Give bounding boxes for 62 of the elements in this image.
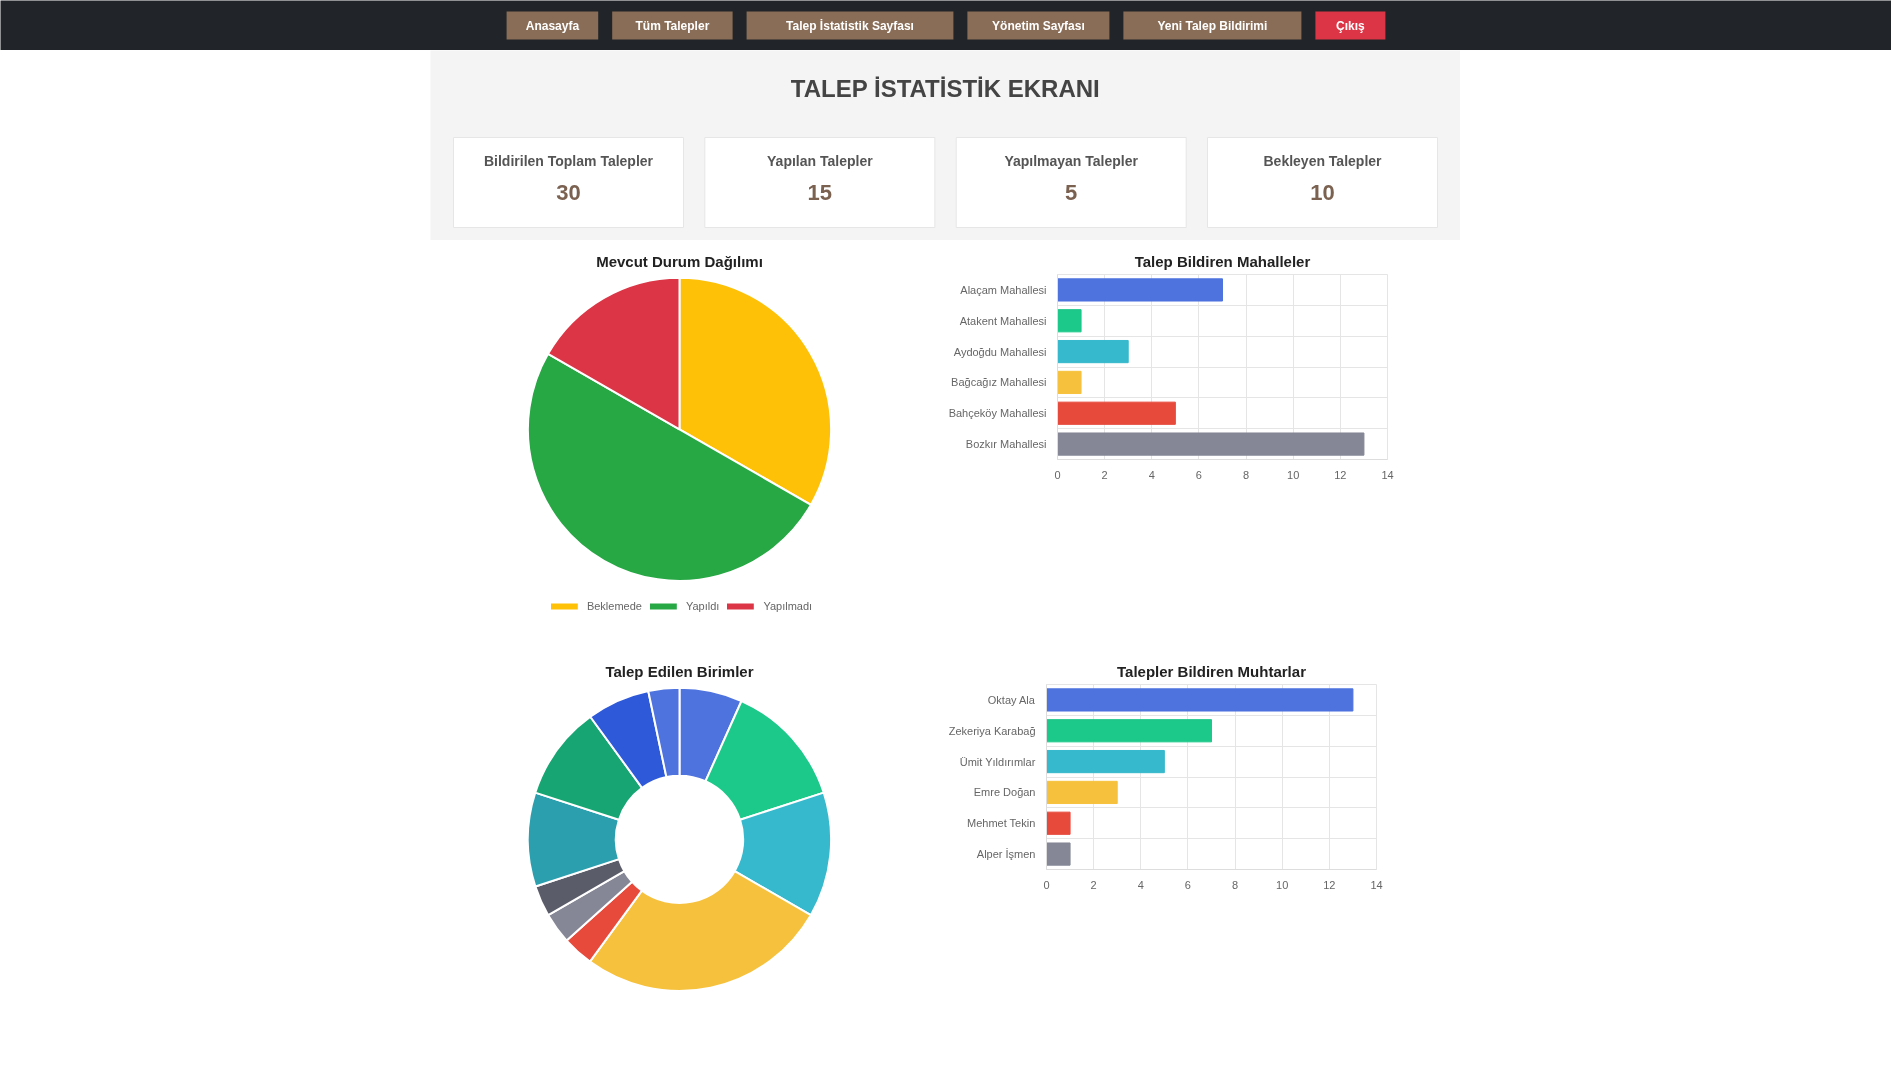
x-tick-label: 6 — [1184, 878, 1191, 891]
y-tick-label: Oktay Ala — [987, 693, 1036, 706]
category-label: Yapılan Talepler — [767, 152, 874, 169]
x-tick-label: 12 — [1334, 468, 1347, 481]
chart-title: Talep Edilen Birimler — [605, 662, 754, 680]
legend-label: Yapılmadı — [763, 600, 813, 612]
bar — [1046, 688, 1354, 712]
data-label: 30 — [556, 180, 581, 205]
x-tick-label: 6 — [1195, 468, 1202, 481]
x-tick-label: 14 — [1370, 878, 1383, 891]
legend-label: Beklemede — [586, 600, 642, 612]
x-tick-label: 4 — [1137, 878, 1144, 891]
x-tick-label: 8 — [1232, 878, 1239, 891]
chart-title: Talepler Bildiren Muhtarlar — [1117, 662, 1307, 680]
category-label: Çıkış — [1336, 18, 1366, 33]
bar — [1057, 309, 1082, 333]
category-label: Yeni Talep Bildirimi — [1157, 18, 1268, 33]
category-label: Yapılmayan Talepler — [1004, 152, 1139, 169]
bar — [1046, 719, 1212, 743]
legend-label: Yapıldı — [685, 600, 720, 612]
y-tick-label: Aydoğdu Mahallesi — [953, 345, 1047, 358]
x-tick-label: 8 — [1243, 468, 1250, 481]
y-tick-label: Zekeriya Karabağ — [948, 724, 1036, 737]
bar — [1057, 432, 1365, 456]
data-label: 5 — [1065, 180, 1078, 205]
chart-title: Mevcut Durum Dağılımı — [596, 252, 763, 270]
x-tick-label: 14 — [1381, 468, 1394, 481]
bar — [1057, 401, 1176, 425]
bar — [1046, 811, 1071, 835]
x-tick-label: 10 — [1276, 878, 1289, 891]
x-tick-label: 2 — [1101, 468, 1108, 481]
x-tick-label: 12 — [1323, 878, 1336, 891]
bar — [1057, 370, 1082, 395]
x-tick-label: 4 — [1148, 468, 1155, 481]
category-label: Bekleyen Talepler — [1263, 152, 1383, 169]
bar — [1057, 278, 1223, 302]
category-label: Anasayfa — [525, 18, 580, 33]
bar — [1046, 749, 1165, 774]
chart-title: Talep Bildiren Mahalleler — [1134, 252, 1311, 270]
bar — [1046, 780, 1118, 805]
y-tick-label: Mehmet Tekin — [967, 817, 1036, 830]
x-tick-label: 2 — [1090, 878, 1097, 891]
bar — [1057, 339, 1129, 364]
x-tick-label: 10 — [1287, 468, 1300, 481]
category-label: Tüm Talepler — [635, 18, 710, 33]
y-tick-label: Bağcağız Mahallesi — [951, 376, 1047, 389]
y-tick-label: Alaçam Mahallesi — [960, 283, 1047, 296]
category-label: Bildirilen Toplam Talepler — [483, 152, 654, 169]
category-label: Talep İstatistik Sayfası — [786, 17, 914, 33]
x-tick-label: 0 — [1054, 468, 1061, 481]
y-tick-label: Atakent Mahallesi — [959, 314, 1047, 327]
y-tick-label: Alper İşmen — [976, 848, 1036, 861]
y-tick-label: Bozkır Mahallesi — [965, 438, 1047, 451]
data-label: 15 — [807, 180, 833, 205]
bar — [1046, 842, 1071, 866]
y-tick-label: Emre Doğan — [973, 786, 1036, 799]
x-tick-label: 0 — [1043, 878, 1050, 891]
category-label: Yönetim Sayfası — [992, 18, 1085, 33]
y-tick-label: Bahçeköy Mahallesi — [948, 407, 1047, 420]
data-label: 10 — [1310, 180, 1335, 205]
y-tick-label: Ümit Yıldırımlar — [959, 755, 1036, 768]
text: TALEP İSTATİSTİK EKRANI — [790, 75, 1100, 102]
